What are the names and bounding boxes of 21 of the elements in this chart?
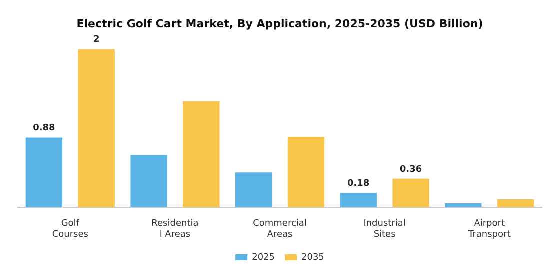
bar bbox=[78, 49, 115, 208]
bar bbox=[235, 172, 272, 208]
data-label: 0.18 bbox=[347, 179, 370, 190]
x-tick-label: Golf Courses bbox=[52, 219, 89, 240]
bar bbox=[130, 155, 168, 208]
x-tick-label: Commercial Areas bbox=[253, 219, 307, 240]
x-tick-label: Industrial Sites bbox=[364, 219, 406, 240]
chart-title: Electric Golf Cart Market, By Application, 2025-2035 (USD Billion) bbox=[76, 17, 484, 30]
x-tick-label: Residentia l Areas bbox=[152, 219, 199, 240]
bar bbox=[497, 199, 534, 208]
bar bbox=[392, 178, 430, 208]
legend-label: 2035 bbox=[302, 252, 324, 263]
bar bbox=[26, 138, 63, 208]
data-label: 2 bbox=[93, 35, 100, 46]
bar bbox=[183, 101, 220, 208]
x-tick-label: Airport Transport bbox=[467, 219, 512, 240]
bar bbox=[288, 137, 325, 208]
data-label: 0.36 bbox=[400, 164, 422, 175]
legend-label: 2025 bbox=[252, 252, 275, 263]
bar bbox=[340, 193, 377, 208]
data-label: 0.88 bbox=[33, 124, 56, 134]
